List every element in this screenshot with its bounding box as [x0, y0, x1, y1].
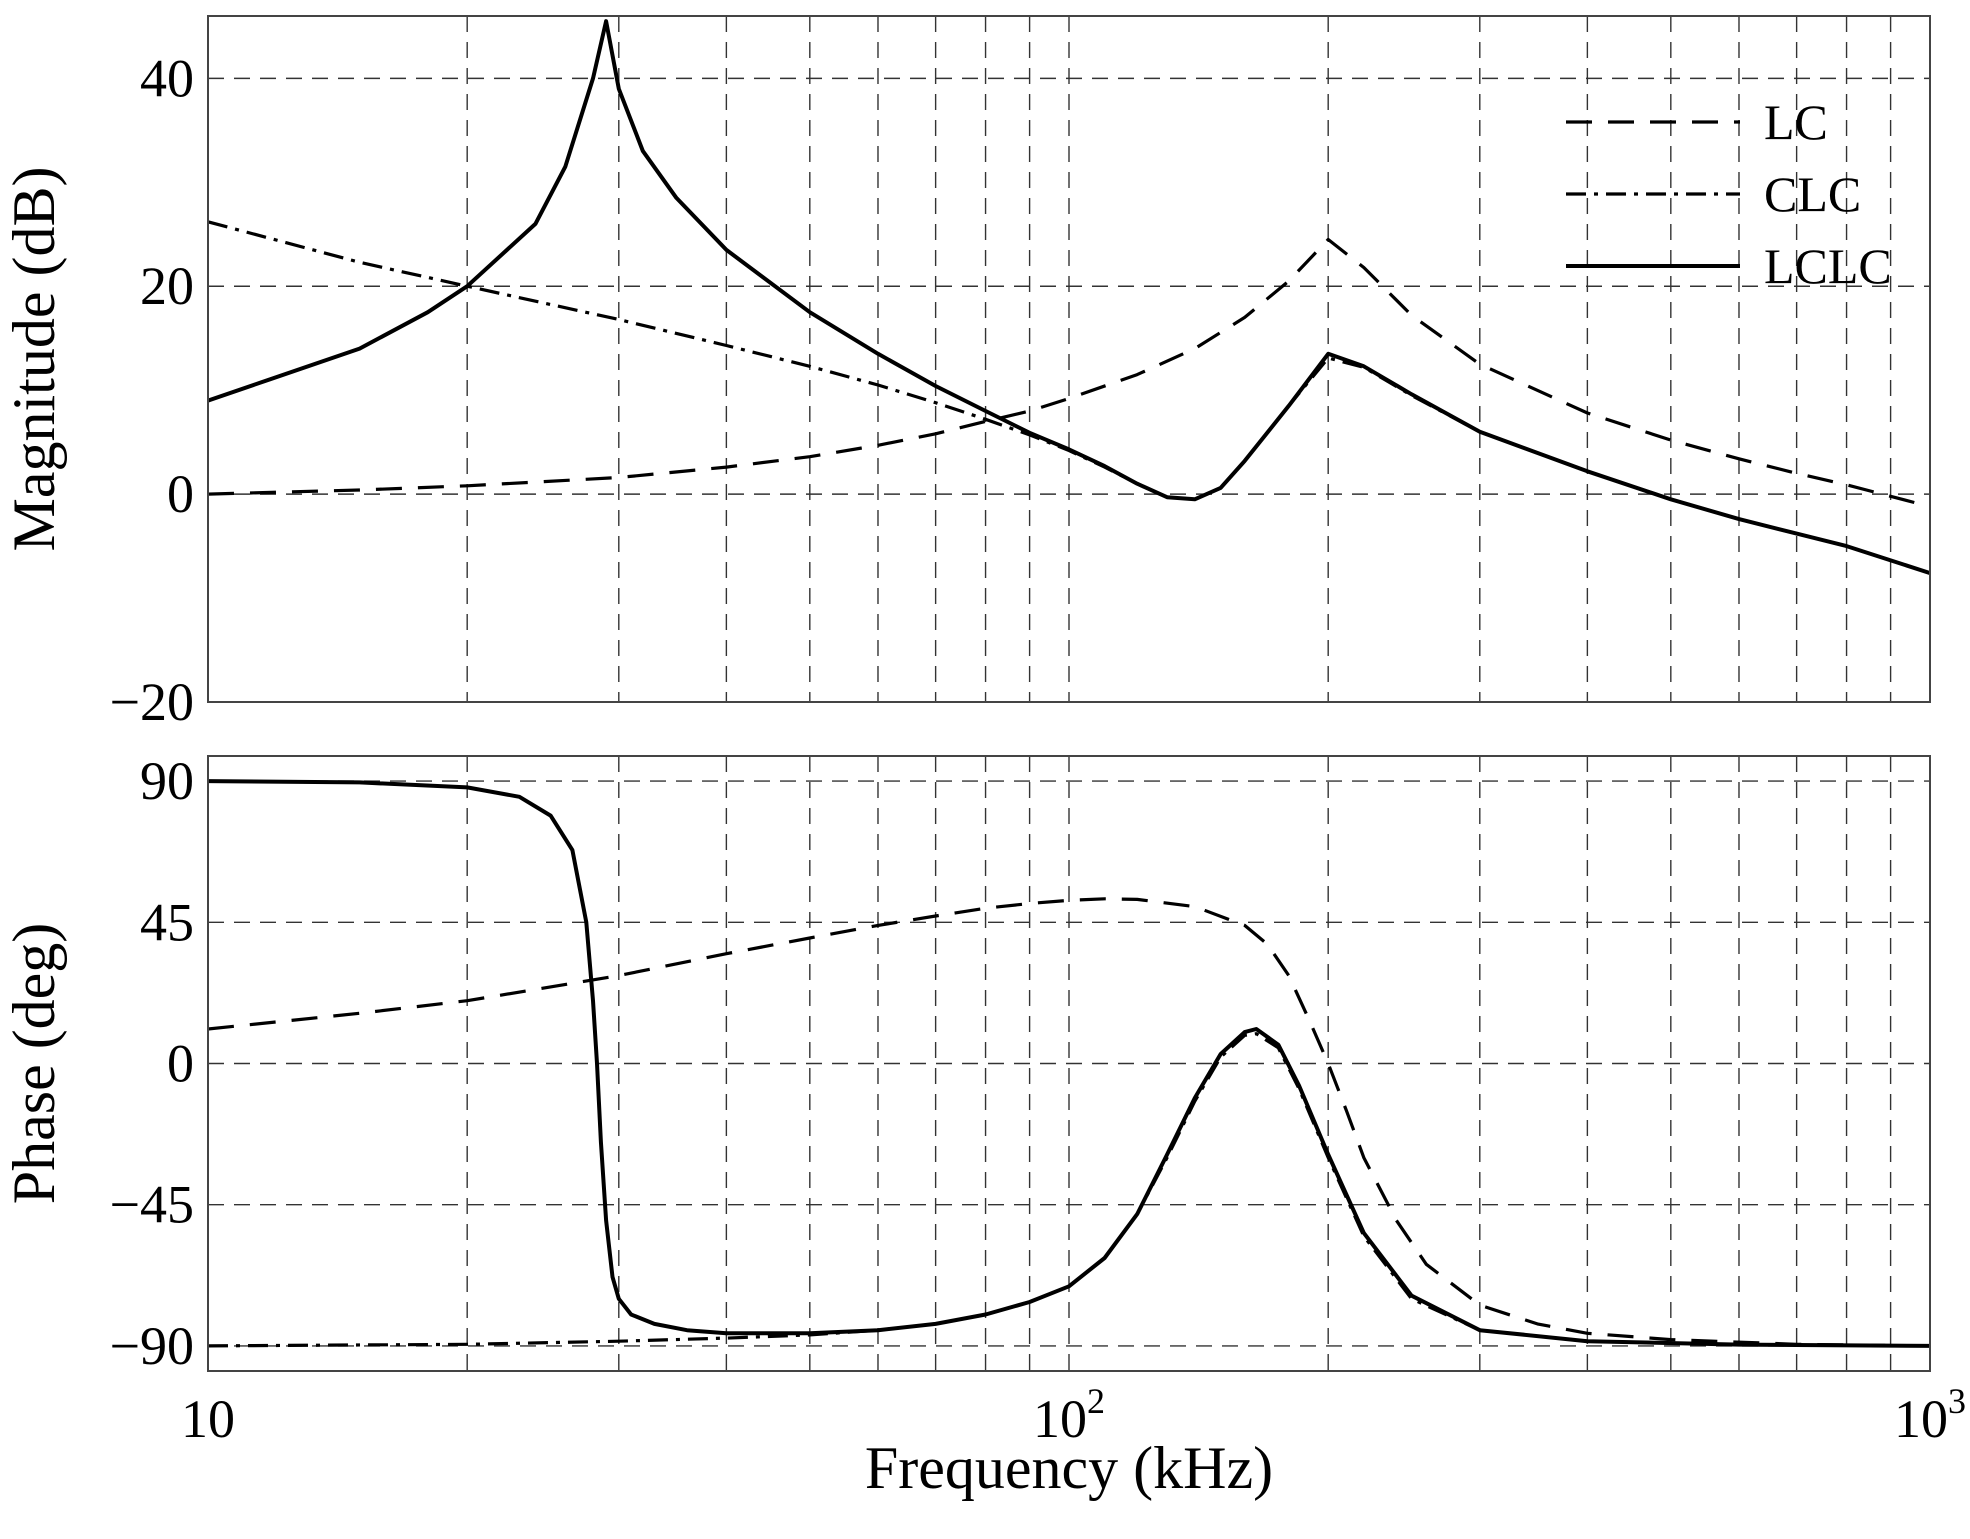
magnitude-plot-frame: [207, 15, 1931, 703]
magnitude-y-tick-labels: 40 20 0 −20: [110, 48, 194, 732]
legend-label-lclc: LCLC: [1764, 238, 1892, 294]
phase-x-tick-labels: 10 102 103: [181, 1381, 1966, 1449]
phase-y-tick-label: 0: [167, 1034, 194, 1094]
legend: LC CLC LCLC: [1566, 94, 1892, 294]
magnitude-series-lc-line: [208, 237, 1930, 509]
x-tick-base: 10: [181, 1389, 235, 1449]
magnitude-y-tick-label: 20: [140, 256, 194, 316]
magnitude-y-tick-label: 0: [167, 464, 194, 524]
magnitude-y-axis-label: Magnitude (dB): [1, 167, 67, 552]
x-tick-exponent: 2: [1087, 1381, 1105, 1421]
legend-label-clc: CLC: [1764, 166, 1861, 222]
magnitude-series-lines: [208, 19, 1930, 576]
frequency-x-axis-label: Frequency (kHz): [865, 1435, 1273, 1501]
x-tick-exponent: 3: [1948, 1381, 1966, 1421]
phase-y-tick-label: −45: [110, 1175, 194, 1235]
phase-y-tick-labels: 90 45 0 −45 −90: [110, 751, 194, 1376]
phase-series-lines: [208, 779, 1930, 1348]
phase-y-tick-label: 45: [140, 892, 194, 952]
phase-y-axis-label: Phase (deg): [1, 923, 67, 1205]
magnitude-y-tick-label: −20: [110, 672, 194, 732]
magnitude-panel: 40 20 0 −20 Magnitude (dB) LC CLC LCLC: [1, 15, 1931, 732]
phase-x-tick-label: 103: [1894, 1381, 1966, 1449]
phase-series-lclc-line: [208, 779, 1930, 1348]
phase-series-lc-line: [208, 897, 1930, 1348]
phase-plot-frame: [207, 755, 1931, 1372]
phase-y-tick-label: −90: [110, 1316, 194, 1376]
legend-label-lc: LC: [1764, 94, 1828, 150]
x-tick-base: 10: [1894, 1389, 1948, 1449]
x-tick-base: 10: [1033, 1389, 1087, 1449]
magnitude-series-lclc-line: [208, 19, 1930, 576]
phase-x-tick-label: 10: [181, 1389, 235, 1449]
phase-grid: [208, 756, 1930, 1371]
phase-y-tick-label: 90: [140, 751, 194, 811]
phase-x-tick-label: 102: [1033, 1381, 1105, 1449]
magnitude-y-tick-label: 40: [140, 48, 194, 108]
magnitude-grid: [208, 16, 1930, 702]
